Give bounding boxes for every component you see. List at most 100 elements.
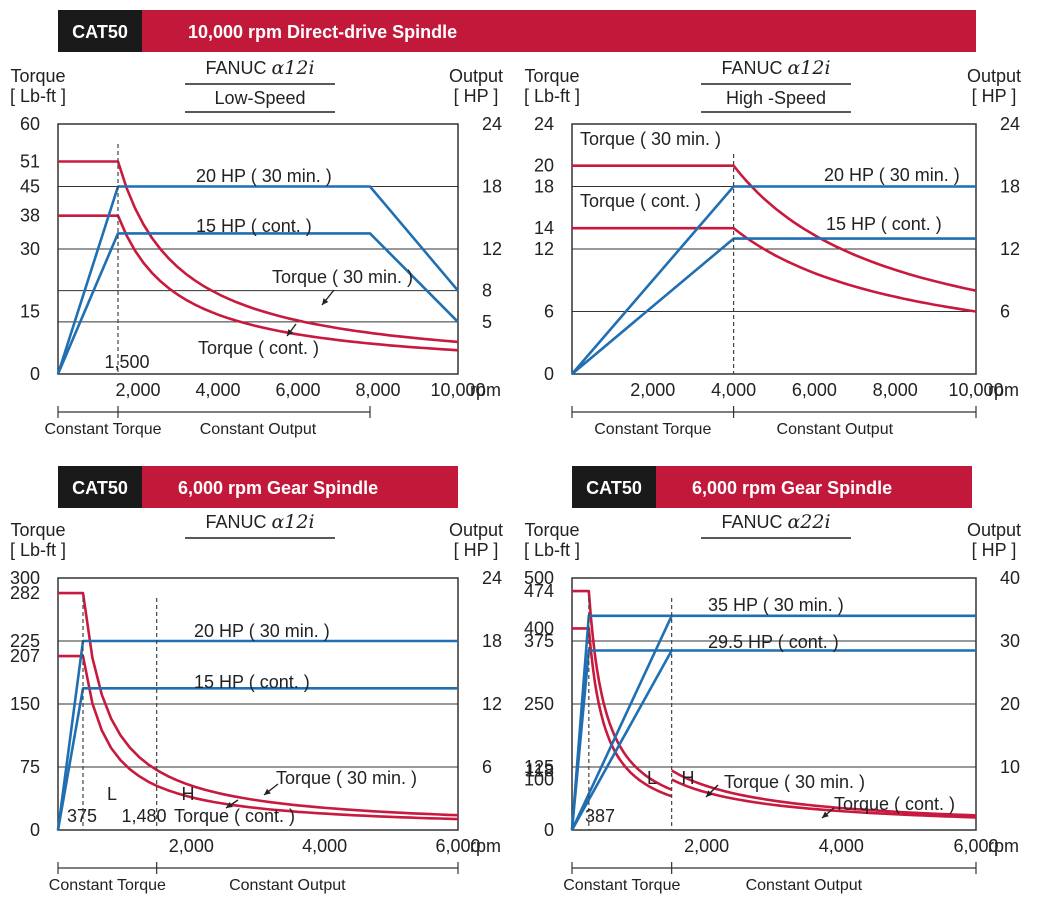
motor-label: FANUC α12i (205, 511, 314, 533)
annotation-arrowhead (226, 801, 233, 808)
annotation-label: 20 HP ( 30 min. ) (196, 166, 332, 186)
region-label: Constant Torque (563, 877, 680, 894)
output-curve (56, 232, 459, 375)
annotation-arrowhead (287, 329, 294, 336)
annotation-label: Torque ( cont. ) (198, 338, 319, 358)
motor-brand: FANUC (721, 58, 787, 78)
break-label: 1,480 (121, 806, 166, 826)
left-tick-label: 100 (524, 770, 554, 790)
chart-2: FANUC α12i High -Speed Torque[ Lb-ft ] Outp… (524, 57, 1021, 438)
x-tick-label: 10,000 (948, 380, 1003, 400)
x-axis-unit: rpm (988, 836, 1019, 856)
right-axis-title: Output (449, 66, 503, 86)
left-axis-title: Torque (10, 520, 65, 540)
right-tick-label: 18 (482, 631, 502, 651)
annotation-arrowhead (322, 298, 329, 305)
right-axis-unit: [ HP ] (454, 540, 499, 560)
break-label: 387 (585, 806, 615, 826)
motor-brand: FANUC (205, 58, 271, 78)
left-tick-label: 38 (20, 206, 40, 226)
gear-label-low: L (107, 784, 117, 804)
gear-label-high: H (682, 768, 695, 788)
annotation-label: Torque ( 30 min. ) (276, 768, 417, 788)
left-axis-unit: [ Lb-ft ] (10, 86, 66, 106)
x-tick-label: 10,000 (430, 380, 485, 400)
banner-direct-drive: CAT50 10,000 rpm Direct-drive Spindle (58, 10, 976, 52)
x-tick-label: 6,000 (792, 380, 837, 400)
right-tick-label: 24 (1000, 114, 1020, 134)
gear-label-high: H (182, 784, 195, 804)
annotation-label: 20 HP ( 30 min. ) (194, 621, 330, 641)
torque-curve (58, 160, 459, 344)
left-axis-unit: [ Lb-ft ] (524, 86, 580, 106)
plot-frame (571, 123, 977, 375)
banner-tag: CAT50 (72, 478, 128, 498)
left-tick-label: 300 (10, 568, 40, 588)
right-axis-unit: [ HP ] (972, 540, 1017, 560)
annotation-label: 15 HP ( cont. ) (826, 214, 942, 234)
speed-mode-label: High -Speed (726, 88, 826, 108)
plot-frame (571, 577, 977, 831)
region-label: Constant Output (229, 877, 346, 894)
banner-title: 6,000 rpm Gear Spindle (178, 478, 378, 498)
x-tick-label: 8,000 (873, 380, 918, 400)
x-tick-label: 6,000 (435, 836, 480, 856)
left-tick-label: 282 (10, 583, 40, 603)
speed-mode-label: Low-Speed (214, 88, 305, 108)
left-tick-label: 75 (20, 757, 40, 777)
annotation-label: Torque ( cont. ) (174, 806, 295, 826)
annotation-label: 15 HP ( cont. ) (196, 216, 312, 236)
banner-title: 10,000 rpm Direct-drive Spindle (188, 22, 457, 42)
left-axis-unit: [ Lb-ft ] (524, 540, 580, 560)
x-tick-label: 2,000 (169, 836, 214, 856)
annotation-arrowhead (822, 811, 829, 818)
banner-title-bg (656, 466, 972, 508)
charts-layer: FANUC α12i Low-Speed Torque [ Lb-ft ] Output… (10, 57, 1021, 894)
annotation-label: Torque ( cont. ) (580, 191, 701, 211)
right-axis-unit: [ HP ] (972, 86, 1017, 106)
left-tick-label: 0 (544, 820, 554, 840)
banner-gear-spindle-1: CAT50 6,000 rpm Gear Spindle (58, 466, 458, 508)
banner-tag-bg (58, 10, 142, 52)
plot-frame (57, 577, 459, 831)
left-tick-label: 118 (525, 761, 554, 781)
banner-tag: CAT50 (586, 478, 642, 498)
left-tick-label: 474 (524, 581, 554, 601)
torque-curve (671, 769, 977, 817)
left-tick-label: 20 (534, 156, 554, 176)
annotation-arrowhead (264, 788, 271, 795)
x-tick-label: 6,000 (275, 380, 320, 400)
region-label: Constant Output (746, 877, 863, 894)
right-tick-label: 8 (482, 281, 492, 301)
banner-tag-bg (58, 466, 142, 508)
annotation-label: 15 HP ( cont. ) (194, 672, 310, 692)
left-tick-label: 14 (534, 218, 554, 238)
annotation-label: 29.5 HP ( cont. ) (708, 632, 839, 652)
output-curve (571, 237, 976, 375)
left-tick-label: 18 (534, 177, 554, 197)
banner-tag: CAT50 (72, 22, 128, 42)
left-tick-label: 150 (10, 694, 40, 714)
left-tick-label: 60 (20, 114, 40, 134)
right-tick-label: 10 (1000, 757, 1020, 777)
left-tick-label: 15 (20, 302, 40, 322)
motor-model: α22i (787, 511, 830, 533)
torque-curve (58, 591, 459, 817)
motor-label: FANUC α12i (205, 57, 314, 79)
torque-curve (572, 164, 977, 292)
right-tick-label: 12 (482, 239, 502, 259)
motor-brand: FANUC (205, 512, 271, 532)
left-tick-label: 0 (30, 364, 40, 384)
right-tick-label: 12 (1000, 239, 1020, 259)
break-label: 375 (67, 806, 97, 826)
banner-title: 6,000 rpm Gear Spindle (692, 478, 892, 498)
right-tick-label: 5 (482, 312, 492, 332)
chart-4: FANUC α22i Torque[ Lb-ft ] Output[ HP ] 0 10… (524, 511, 1021, 894)
x-tick-label: 4,000 (819, 836, 864, 856)
left-tick-label: 400 (524, 618, 554, 638)
left-tick-label: 0 (544, 364, 554, 384)
left-tick-label: 500 (524, 568, 554, 588)
x-tick-label: 8,000 (355, 380, 400, 400)
left-tick-label: 225 (10, 631, 40, 651)
region-label: Constant Torque (594, 421, 711, 438)
